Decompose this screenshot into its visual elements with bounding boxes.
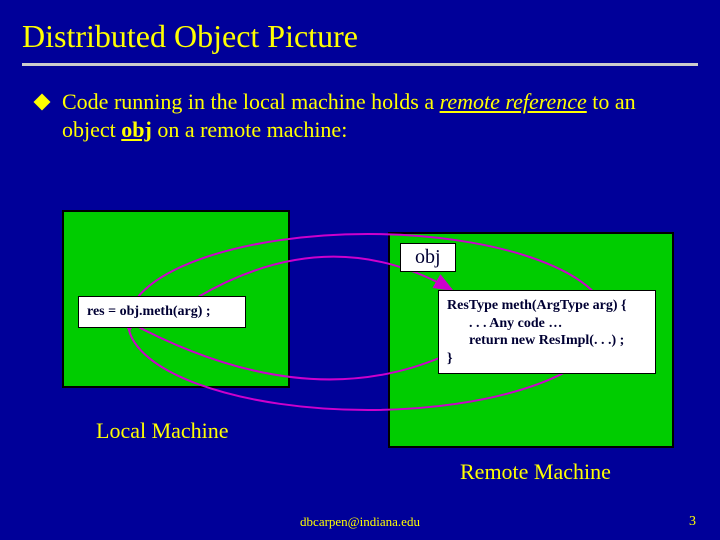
remote-code-line2: . . . Any code … xyxy=(447,315,647,333)
remote-code-line4: } xyxy=(447,350,647,368)
remote-code-box: ResType meth(ArgType arg) { . . . Any co… xyxy=(438,290,656,374)
local-code-line1: res = obj.meth(arg) ; xyxy=(87,303,237,321)
remote-machine-label: Remote Machine xyxy=(460,459,611,485)
local-machine-label: Local Machine xyxy=(96,418,229,444)
remote-code-line3: return new ResImpl(. . .) ; xyxy=(447,332,647,350)
diagram-area: obj res = obj.meth(arg) ; ResType meth(A… xyxy=(0,0,720,540)
footer-email: dbcarpen@indiana.edu xyxy=(0,514,720,530)
remote-code-line1: ResType meth(ArgType arg) { xyxy=(447,297,647,315)
obj-label: obj xyxy=(400,243,456,272)
local-code-box: res = obj.meth(arg) ; xyxy=(78,296,246,328)
footer-page-number: 3 xyxy=(689,514,696,530)
